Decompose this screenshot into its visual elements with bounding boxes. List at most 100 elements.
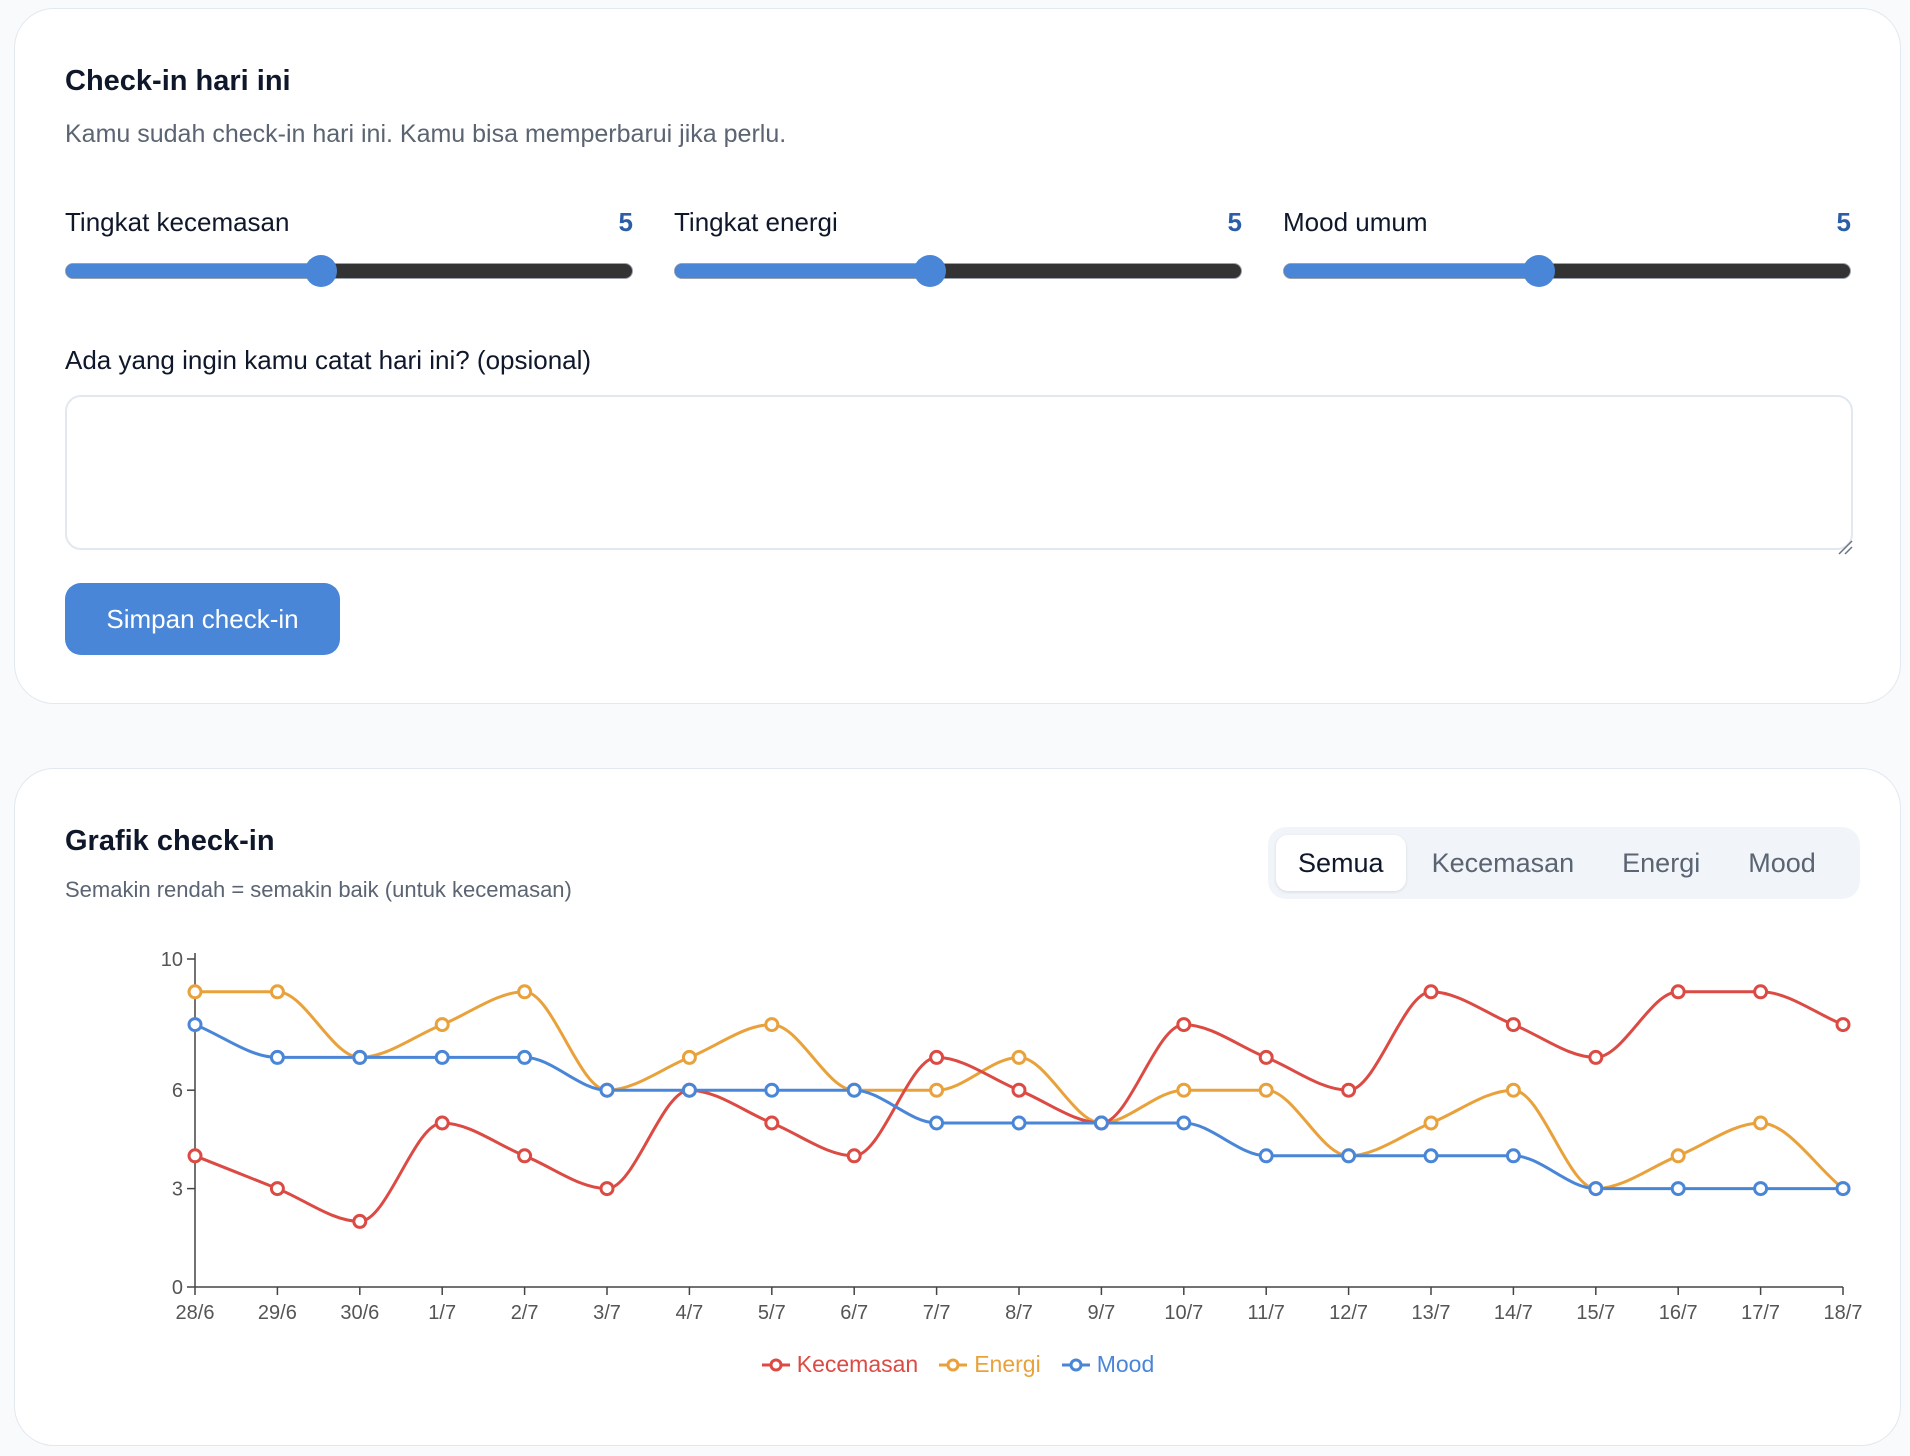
data-point-mood [187,1017,203,1033]
note-label: Ada yang ingin kamu catat hari ini? (ops… [65,345,592,375]
data-point-mood [1753,1181,1769,1197]
data-point-mood [1341,1148,1357,1164]
data-point-kecemasan [1176,1017,1192,1033]
x-tick-label: 6/7 [840,1302,868,1324]
energy-slider[interactable] [674,255,1242,287]
energy-slider-label: Tingkat energi [674,207,838,237]
data-point-energi [1423,1115,1439,1131]
legend-item-kecemasan[interactable]: Kecemasan [761,1351,918,1378]
x-tick-label: 9/7 [1087,1302,1115,1324]
data-point-kecemasan [929,1049,945,1065]
data-point-kecemasan [1258,1049,1274,1065]
y-tick-label: 0 [172,1277,183,1299]
save-checkin-button[interactable]: Simpan check-in [65,583,340,655]
energy-slider-fill [675,264,930,278]
x-tick-label: 29/6 [258,1302,297,1324]
data-point-mood [599,1082,615,1098]
checkin-line-chart: 0 3 6 10 28/6 29/6 30/6 1/7 2/7 3/7 4/7 5/7 6/7 7/7 8/… [161,949,1863,1324]
mood-slider-label: Mood umum [1283,207,1428,237]
data-point-energi [1505,1082,1521,1098]
data-point-mood [1423,1148,1439,1164]
data-point-energi [269,984,285,1000]
checkin-title: Check-in hari ini [65,65,291,97]
x-tick-label: 16/7 [1659,1302,1698,1324]
chart-title: Grafik check-in [65,825,275,857]
data-point-mood [1588,1181,1604,1197]
legend-label-energi: Energi [974,1351,1041,1377]
data-point-energi [1753,1115,1769,1131]
mood-slider-fill [1284,264,1539,278]
data-point-mood [1505,1148,1521,1164]
x-tick-label: 2/7 [511,1302,539,1324]
data-point-energi [1258,1082,1274,1098]
data-point-energi [764,1017,780,1033]
data-point-energi [681,1049,697,1065]
x-tick-label: 10/7 [1164,1302,1203,1324]
energy-slider-thumb[interactable] [913,255,946,287]
energy-slider-value: 5 [1227,207,1242,237]
data-point-mood [1093,1115,1109,1131]
data-point-mood [1835,1181,1851,1197]
tab-kecemasan[interactable]: Kecemasan [1410,835,1597,891]
chart-legend: Kecemasan Energi Mood [15,1351,1900,1378]
data-point-kecemasan [1670,984,1686,1000]
mood-slider-value: 5 [1836,207,1851,237]
data-point-mood [681,1082,697,1098]
data-point-energi [434,1017,450,1033]
y-tick-label: 10 [161,949,183,971]
data-point-mood [929,1115,945,1131]
mood-slider-group: Mood umum 5 [1283,197,1851,287]
data-point-kecemasan [434,1115,450,1131]
tab-energi[interactable]: Energi [1600,835,1722,891]
chart-filter-tabs: Semua Kecemasan Energi Mood [1268,827,1860,899]
data-point-mood [846,1082,862,1098]
data-point-kecemasan [269,1181,285,1197]
x-tick-label: 30/6 [340,1302,379,1324]
anxiety-slider[interactable] [65,255,633,287]
data-point-energi [1176,1082,1192,1098]
legend-item-mood[interactable]: Mood [1061,1351,1155,1378]
data-point-mood [269,1049,285,1065]
x-tick-label: 5/7 [758,1302,786,1324]
anxiety-slider-value: 5 [618,207,633,237]
data-point-energi [929,1082,945,1098]
x-tick-label: 4/7 [675,1302,703,1324]
data-point-energi [187,984,203,1000]
checkin-card: Check-in hari ini Kamu sudah check-in ha… [14,8,1901,704]
data-point-kecemasan [1505,1017,1521,1033]
data-point-energi [1670,1148,1686,1164]
chart-card: Grafik check-in Semakin rendah = semakin… [14,768,1901,1446]
data-point-mood [434,1049,450,1065]
x-tick-label: 18/7 [1824,1302,1863,1324]
x-tick-label: 12/7 [1329,1302,1368,1324]
legend-marker-icon [761,1358,790,1371]
tab-mood[interactable]: Mood [1726,835,1838,891]
x-tick-label: 14/7 [1494,1302,1533,1324]
note-textarea[interactable] [65,395,1853,550]
data-point-kecemasan [1588,1049,1604,1065]
x-tick-label: 8/7 [1005,1302,1033,1324]
tab-semua[interactable]: Semua [1276,835,1406,891]
resize-grip-icon[interactable] [1837,539,1853,555]
data-point-energi [517,984,533,1000]
mood-slider-thumb[interactable] [1522,255,1555,287]
data-point-kecemasan [187,1148,203,1164]
x-tick-label: 28/6 [176,1302,215,1324]
checkin-subtitle: Kamu sudah check-in hari ini. Kamu bisa … [65,120,787,148]
data-point-mood [352,1049,368,1065]
data-point-kecemasan [1341,1082,1357,1098]
legend-item-energi[interactable]: Energi [938,1351,1041,1378]
x-tick-label: 15/7 [1576,1302,1615,1324]
x-tick-label: 13/7 [1412,1302,1451,1324]
data-point-kecemasan [599,1181,615,1197]
series-line-mood [194,1023,1843,1191]
data-point-energi [1011,1049,1027,1065]
data-point-kecemasan [1753,984,1769,1000]
data-point-mood [764,1082,780,1098]
mood-slider[interactable] [1283,255,1851,287]
anxiety-slider-thumb[interactable] [304,255,337,287]
data-point-kecemasan [352,1213,368,1229]
legend-label-mood: Mood [1096,1351,1155,1377]
data-point-kecemasan [846,1148,862,1164]
energy-slider-group: Tingkat energi 5 [674,197,1242,287]
